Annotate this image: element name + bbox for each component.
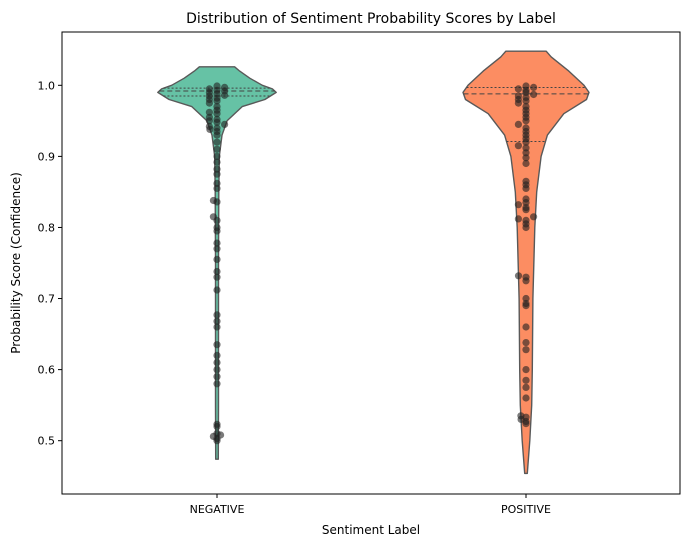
data-point xyxy=(522,159,530,168)
data-point xyxy=(213,341,221,349)
data-point xyxy=(213,170,221,178)
data-point xyxy=(206,125,214,133)
data-point xyxy=(514,142,523,150)
data-point xyxy=(213,158,221,166)
data-point xyxy=(213,239,221,247)
data-point xyxy=(213,437,221,445)
y-tick-label: 1.0 xyxy=(38,79,56,92)
data-point xyxy=(522,394,530,402)
data-point xyxy=(213,131,221,139)
data-point xyxy=(522,339,530,347)
y-tick-label: 0.5 xyxy=(38,435,56,448)
data-point xyxy=(213,179,221,187)
data-point xyxy=(522,149,530,157)
data-point xyxy=(213,351,221,359)
data-point xyxy=(213,245,221,253)
data-point xyxy=(530,213,538,221)
y-tick-label: 0.7 xyxy=(38,293,56,306)
data-point xyxy=(221,120,229,128)
data-point xyxy=(522,302,530,310)
data-point xyxy=(213,165,221,173)
data-point xyxy=(213,373,221,381)
data-point xyxy=(213,380,221,388)
data-point xyxy=(517,415,525,423)
data-point xyxy=(522,223,530,232)
y-axis: 0.5 0.6 0.7 0.8 0.9 1.0 xyxy=(38,79,62,448)
data-point xyxy=(213,110,221,118)
y-tick-label: 0.6 xyxy=(38,364,56,377)
data-point xyxy=(209,196,217,205)
data-point xyxy=(213,118,221,126)
plot-frame xyxy=(61,31,681,495)
data-point xyxy=(522,206,530,214)
data-point xyxy=(213,311,221,319)
data-point xyxy=(221,91,229,99)
data-point xyxy=(522,88,530,96)
data-point xyxy=(522,138,530,146)
data-point xyxy=(522,154,530,162)
data-point xyxy=(514,85,523,93)
data-point xyxy=(522,199,530,207)
data-point xyxy=(522,323,530,331)
x-axis: NEGATIVE POSITIVE xyxy=(190,494,551,516)
swarm-positive xyxy=(514,82,538,428)
plot-area xyxy=(157,50,590,475)
data-point xyxy=(213,97,221,105)
chart-title: Distribution of Sentiment Probability Sc… xyxy=(186,11,556,27)
x-axis-title: Sentiment Label xyxy=(322,523,420,537)
data-point xyxy=(522,277,530,285)
data-point xyxy=(522,184,530,192)
data-point xyxy=(522,294,530,303)
data-point xyxy=(514,99,523,107)
data-point xyxy=(213,422,221,431)
data-point xyxy=(522,346,530,354)
swarm-negative xyxy=(205,82,229,445)
data-point xyxy=(514,201,523,209)
data-point xyxy=(213,267,221,276)
x-tick-label-negative: NEGATIVE xyxy=(190,503,245,516)
data-point xyxy=(522,383,530,391)
data-point xyxy=(213,358,221,367)
x-tick-label-positive: POSITIVE xyxy=(501,503,551,516)
data-point xyxy=(522,366,530,374)
data-point xyxy=(213,227,221,235)
y-axis-title: Probability Score (Confidence) xyxy=(9,172,23,354)
data-point xyxy=(205,99,213,107)
data-point xyxy=(213,255,221,263)
data-point xyxy=(522,376,530,384)
data-point xyxy=(522,97,530,105)
data-point xyxy=(209,213,217,221)
data-point xyxy=(514,120,523,128)
data-point xyxy=(522,117,530,125)
data-point xyxy=(213,317,221,325)
data-point xyxy=(213,273,221,281)
data-point xyxy=(530,83,538,91)
data-point xyxy=(205,108,213,116)
y-tick-label: 0.9 xyxy=(38,150,56,163)
data-point xyxy=(530,90,538,99)
data-point xyxy=(213,366,221,374)
data-point xyxy=(213,184,221,192)
data-point xyxy=(213,138,221,146)
data-point xyxy=(213,145,221,153)
data-point xyxy=(514,215,523,223)
y-tick-label: 0.8 xyxy=(38,221,56,234)
data-point xyxy=(213,152,221,160)
data-point xyxy=(205,117,213,125)
data-point xyxy=(217,431,225,439)
data-point xyxy=(522,420,530,428)
data-point xyxy=(213,323,221,331)
data-point xyxy=(514,272,523,280)
data-point xyxy=(213,286,221,294)
